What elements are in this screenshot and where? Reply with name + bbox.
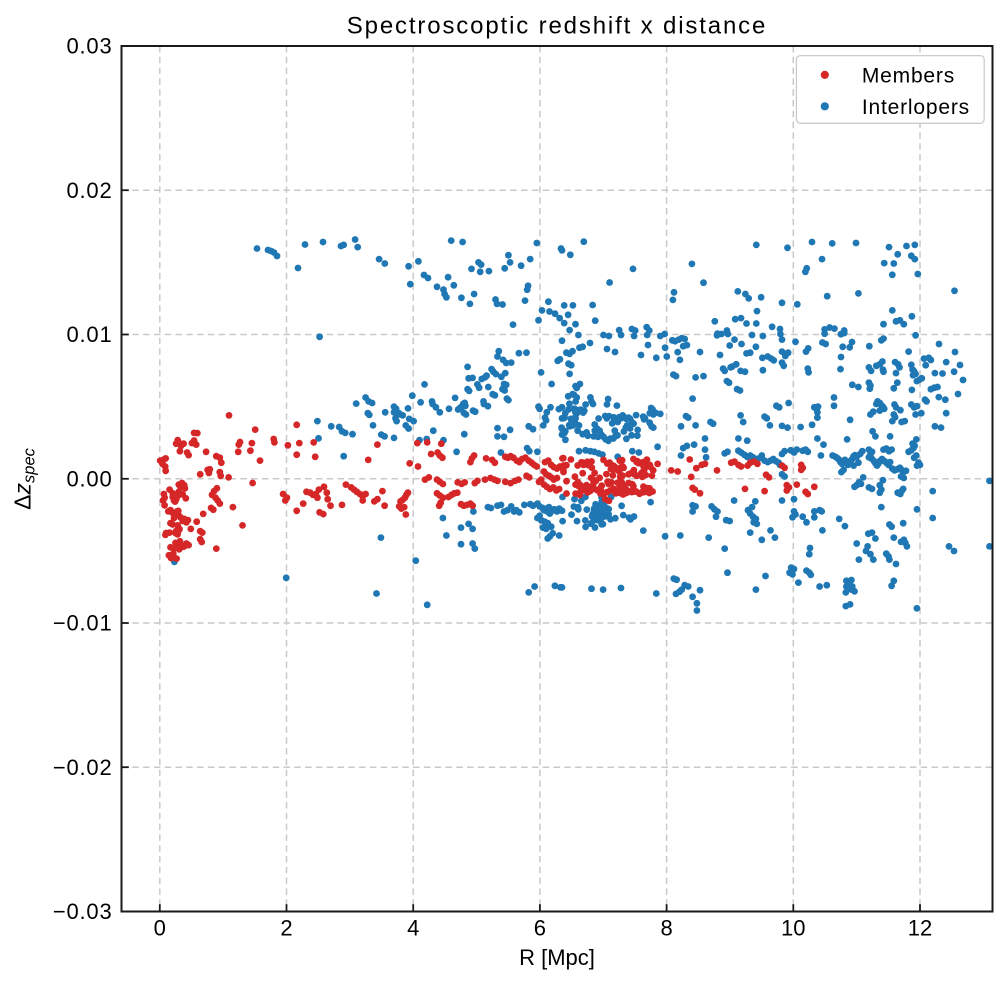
svg-text:2: 2 [280,916,292,941]
svg-text:0: 0 [154,916,166,941]
svg-text:Interlopers: Interlopers [862,96,970,119]
svg-text:−0.01: −0.01 [53,611,113,636]
svg-text:Members: Members [862,64,955,87]
svg-text:−0.03: −0.03 [53,899,113,924]
svg-text:10: 10 [781,916,805,941]
svg-text:6: 6 [534,916,546,941]
svg-text:0.01: 0.01 [66,322,112,347]
svg-text:−0.02: −0.02 [53,755,113,780]
svg-text:Δzspec: Δzspec [10,447,39,509]
svg-text:8: 8 [660,916,672,941]
svg-text:4: 4 [407,916,419,941]
svg-text:0.03: 0.03 [66,34,112,59]
svg-text:0.00: 0.00 [66,466,112,491]
svg-text:0.02: 0.02 [66,178,112,203]
svg-text:Spectroscoptic redshift x dist: Spectroscoptic redshift x distance [347,13,767,40]
svg-text:12: 12 [908,916,932,941]
svg-text:R [Mpc]: R [Mpc] [519,945,595,970]
